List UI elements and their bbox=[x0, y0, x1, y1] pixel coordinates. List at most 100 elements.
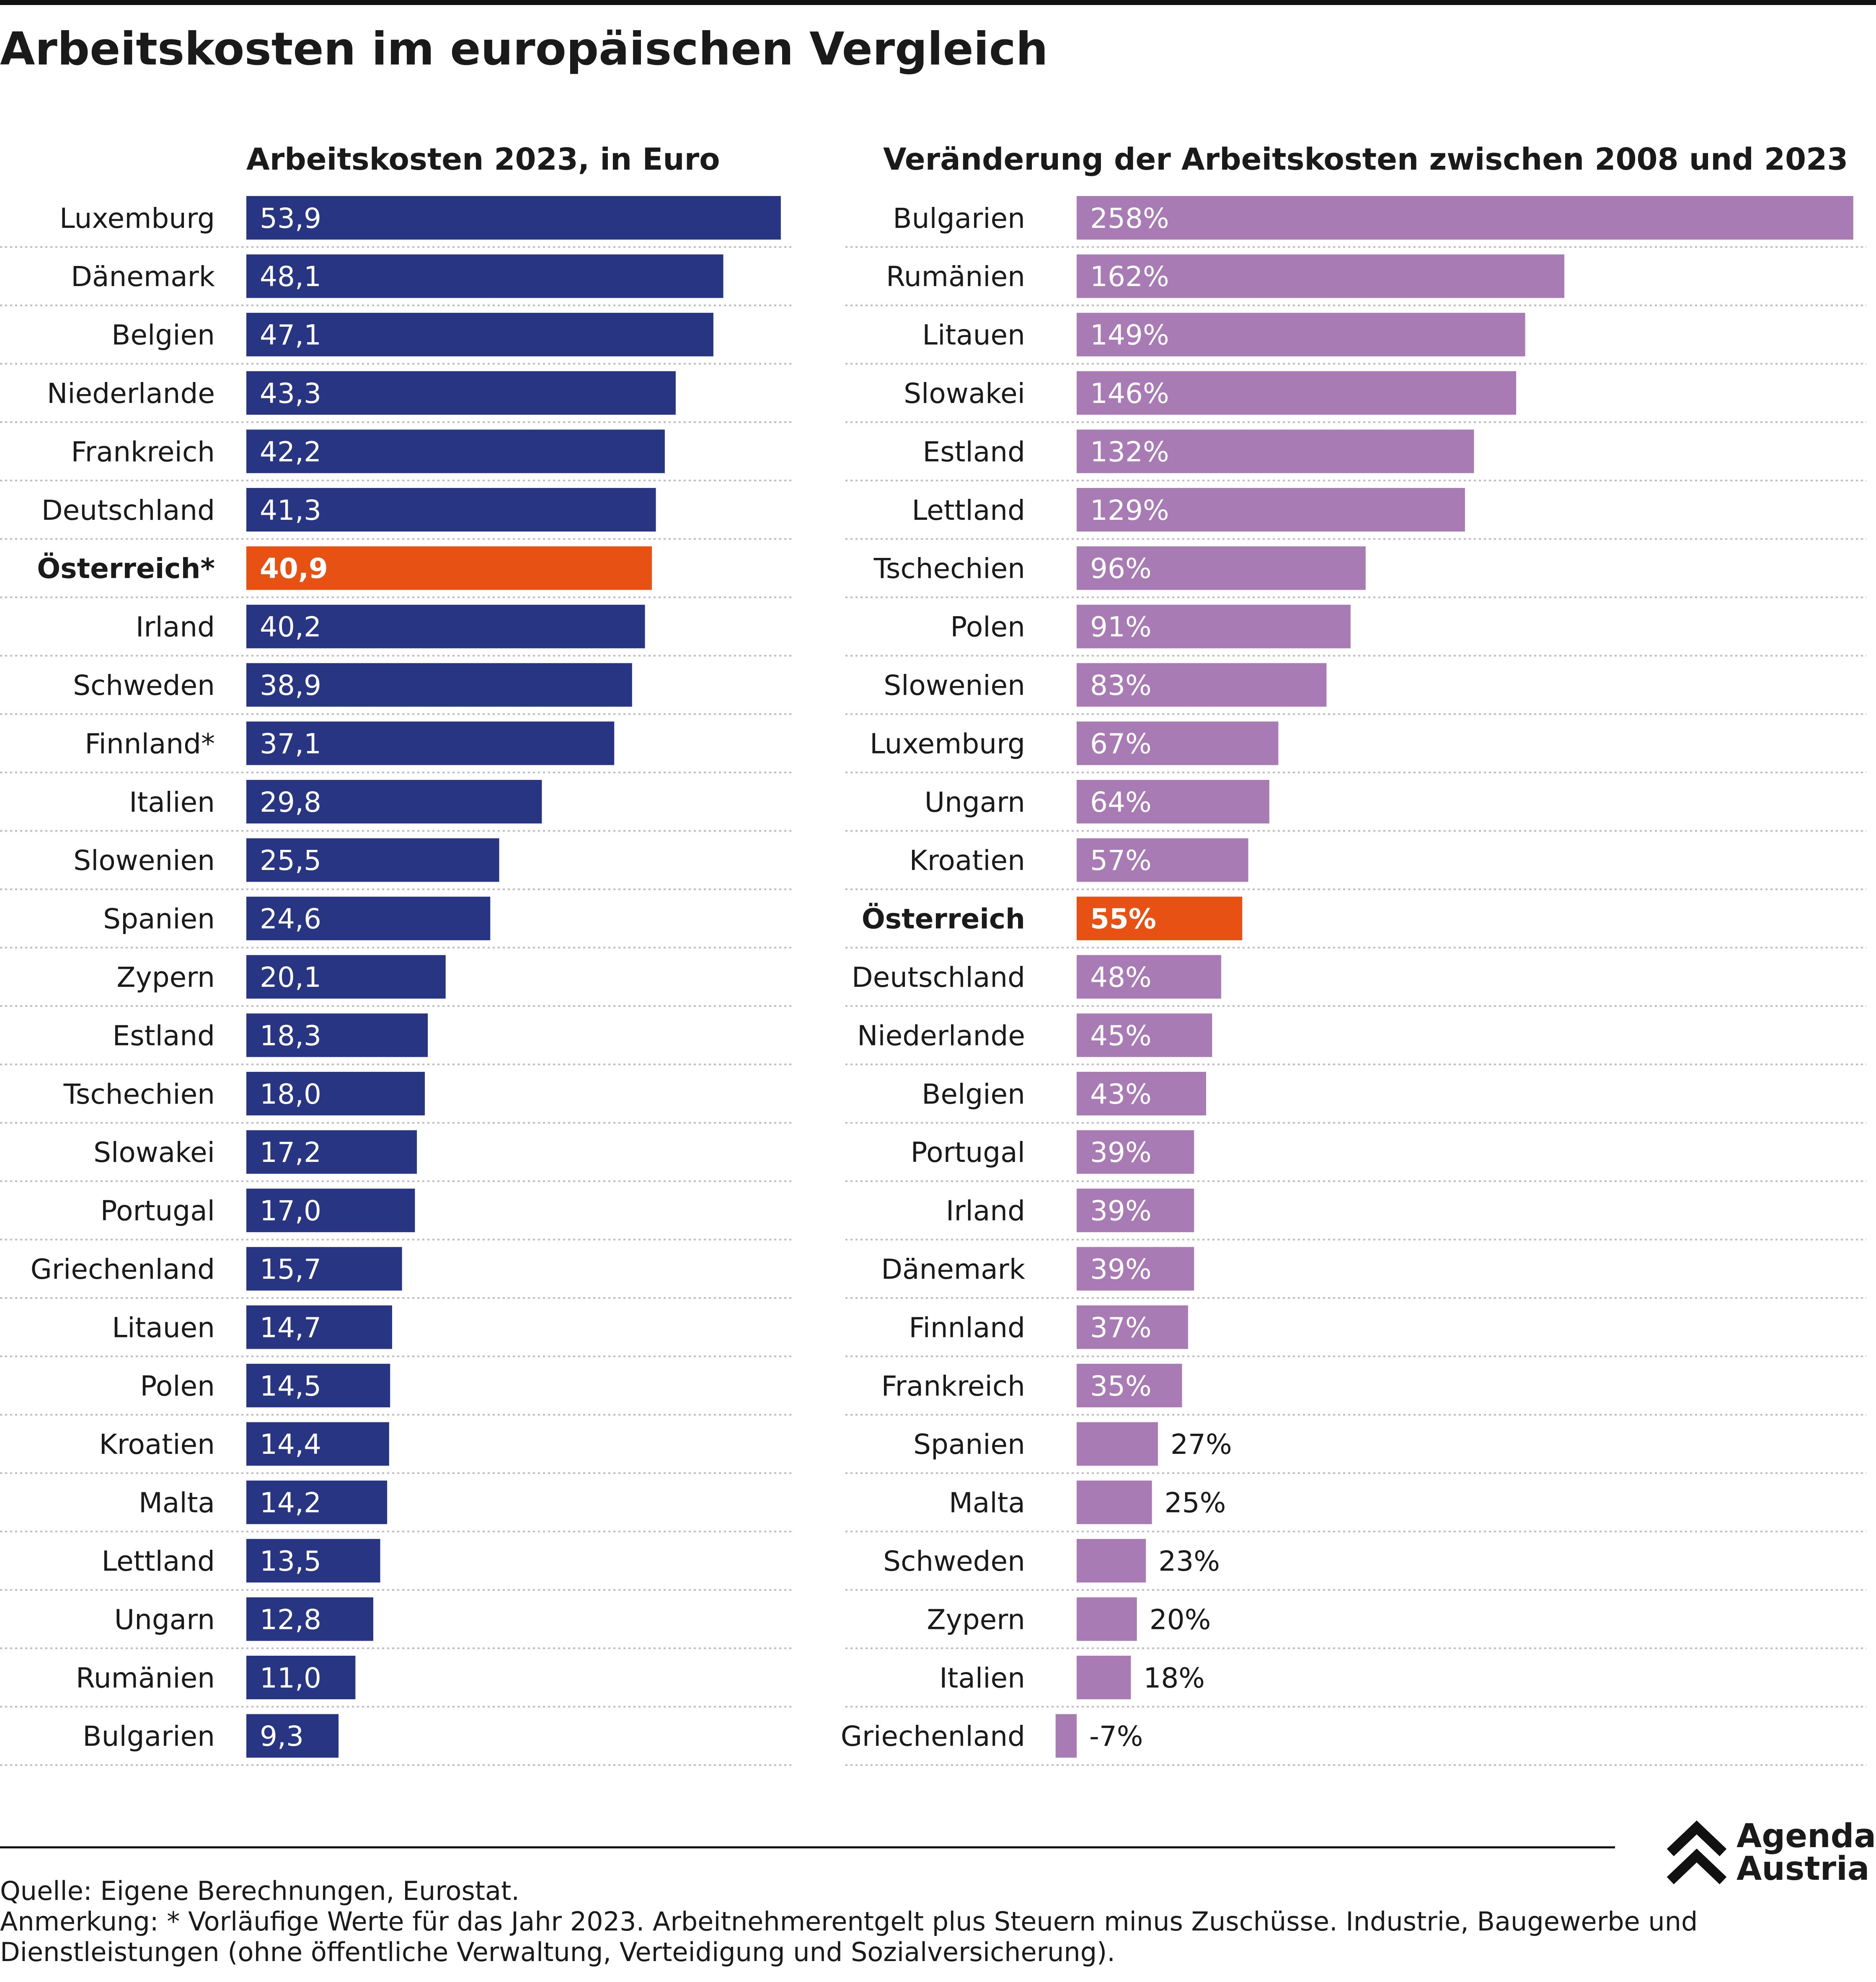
bar bbox=[1077, 1130, 1194, 1174]
category-label: Slowakei bbox=[904, 377, 1025, 410]
category-label: Niederlande bbox=[47, 377, 215, 410]
bar bbox=[1077, 488, 1465, 532]
category-label: Litauen bbox=[112, 1311, 215, 1344]
value-label: 38,9 bbox=[260, 669, 321, 702]
value-label: 258% bbox=[1090, 202, 1169, 235]
bar bbox=[246, 254, 724, 298]
category-label: Luxemburg bbox=[59, 202, 215, 235]
value-label: 48% bbox=[1090, 961, 1152, 994]
category-label: Portugal bbox=[911, 1136, 1025, 1169]
bar bbox=[1055, 1714, 1077, 1758]
category-label: Griechenland bbox=[31, 1253, 215, 1285]
value-label: 29,8 bbox=[260, 786, 321, 818]
value-label: 53,9 bbox=[260, 202, 321, 235]
bar bbox=[1077, 254, 1564, 298]
category-label: Luxemburg bbox=[870, 728, 1025, 760]
logo-line-2: Austria bbox=[1736, 1850, 1870, 1888]
category-label: Ungarn bbox=[925, 786, 1025, 818]
bar bbox=[246, 1539, 380, 1583]
panel-title-1: Arbeitskosten 2023, in Euro bbox=[246, 142, 720, 177]
value-label: 27% bbox=[1171, 1428, 1232, 1461]
bar bbox=[246, 721, 615, 765]
bar bbox=[246, 604, 645, 648]
category-label: Frankreich bbox=[881, 1370, 1025, 1402]
value-label: 40,2 bbox=[260, 611, 321, 643]
category-label: Ungarn bbox=[114, 1603, 215, 1636]
logo-line-1: Agenda bbox=[1736, 1817, 1876, 1855]
value-label: 146% bbox=[1090, 377, 1169, 410]
bar bbox=[1077, 1539, 1146, 1583]
bar bbox=[1077, 1364, 1182, 1407]
bar bbox=[246, 1480, 388, 1524]
category-label: Portugal bbox=[101, 1195, 215, 1227]
value-label: 37,1 bbox=[260, 728, 321, 760]
category-label: Bulgarien bbox=[83, 1720, 215, 1752]
category-label: Malta bbox=[139, 1487, 215, 1519]
category-label: Kroatien bbox=[99, 1428, 215, 1461]
value-label: 20,1 bbox=[260, 961, 321, 994]
category-label: Österreich* bbox=[37, 552, 215, 585]
category-label: Finnland bbox=[909, 1311, 1025, 1344]
annotation-line-1: Anmerkung: * Vorläufige Werte für das Ja… bbox=[0, 1906, 1698, 1937]
category-label: Zypern bbox=[927, 1603, 1025, 1636]
category-label: Slowenien bbox=[73, 844, 215, 877]
value-label: 64% bbox=[1090, 786, 1152, 818]
category-label: Estland bbox=[113, 1019, 215, 1052]
category-label: Slowakei bbox=[93, 1136, 215, 1169]
source-note: Quelle: Eigene Berechnungen, Eurostat. bbox=[0, 1876, 520, 1906]
value-label: 18% bbox=[1143, 1662, 1205, 1694]
category-label: Irland bbox=[946, 1195, 1025, 1227]
value-label: 24,6 bbox=[260, 903, 321, 935]
bar bbox=[246, 488, 656, 532]
category-label: Rumänien bbox=[886, 261, 1025, 293]
category-label: Italien bbox=[129, 786, 215, 818]
category-label: Lettland bbox=[912, 494, 1025, 526]
bar bbox=[1077, 1013, 1212, 1057]
value-label: 39% bbox=[1090, 1253, 1152, 1285]
bar bbox=[246, 1013, 428, 1057]
panel-title-2: Veränderung der Arbeitskosten zwischen 2… bbox=[883, 142, 1848, 177]
value-label: 18,0 bbox=[260, 1078, 321, 1110]
value-label: 14,4 bbox=[260, 1428, 321, 1461]
value-label: 47,1 bbox=[260, 319, 321, 351]
bar bbox=[1077, 838, 1248, 882]
value-label: 96% bbox=[1090, 552, 1152, 585]
value-label: 25% bbox=[1165, 1487, 1226, 1519]
category-label: Österreich bbox=[862, 903, 1025, 935]
bar bbox=[1077, 1305, 1188, 1349]
value-label: -7% bbox=[1089, 1720, 1143, 1752]
bar bbox=[246, 838, 499, 882]
value-label: 14,5 bbox=[260, 1370, 321, 1402]
category-label: Estland bbox=[923, 436, 1025, 468]
value-label: 162% bbox=[1090, 261, 1169, 293]
bar bbox=[246, 663, 632, 707]
category-label: Deutschland bbox=[852, 961, 1025, 994]
bar bbox=[1077, 663, 1327, 707]
value-label: 149% bbox=[1090, 319, 1169, 351]
value-label: 43% bbox=[1090, 1078, 1152, 1110]
logo-text: Agenda Austria bbox=[1736, 1820, 1876, 1885]
value-label: 43,3 bbox=[260, 377, 321, 410]
category-label: Frankreich bbox=[71, 436, 215, 468]
bar bbox=[246, 371, 676, 415]
category-label: Spanien bbox=[103, 903, 215, 935]
category-label: Lettland bbox=[102, 1545, 215, 1577]
bar bbox=[246, 196, 781, 240]
value-label: 41,3 bbox=[260, 494, 321, 526]
category-label: Litauen bbox=[922, 319, 1025, 351]
bar bbox=[1077, 604, 1351, 648]
bar bbox=[246, 1247, 402, 1291]
value-label: 17,0 bbox=[260, 1195, 321, 1227]
category-label: Finnland* bbox=[85, 728, 215, 760]
value-label: 42,2 bbox=[260, 436, 321, 468]
value-label: 37% bbox=[1090, 1311, 1152, 1344]
footer-rule bbox=[0, 1846, 1615, 1848]
bar bbox=[246, 1656, 356, 1699]
value-label: 17,2 bbox=[260, 1136, 321, 1169]
value-label: 57% bbox=[1090, 844, 1152, 877]
bar bbox=[1077, 1480, 1152, 1524]
bar bbox=[1077, 312, 1525, 356]
bar bbox=[1077, 955, 1221, 999]
bar bbox=[1077, 780, 1269, 823]
value-label: 14,7 bbox=[260, 1311, 321, 1344]
